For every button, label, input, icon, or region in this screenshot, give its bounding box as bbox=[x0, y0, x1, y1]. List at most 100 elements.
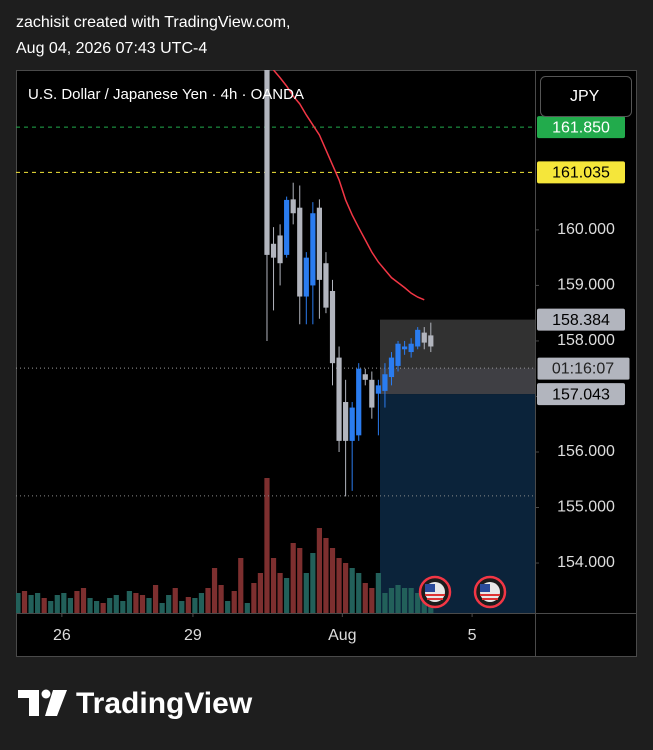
volume-bar bbox=[251, 583, 257, 613]
brand-name: TradingView bbox=[76, 687, 253, 720]
volume-bar bbox=[152, 585, 159, 613]
volume-bar bbox=[225, 601, 231, 613]
volume-bar bbox=[113, 595, 119, 613]
volume-bar bbox=[80, 588, 87, 613]
volume-bar bbox=[290, 543, 296, 613]
header-line: Aug 04, 2026 07:43 UTC-4 bbox=[16, 40, 207, 57]
volume-bar bbox=[375, 573, 381, 613]
brand-logo bbox=[18, 689, 67, 716]
position-mid-zone bbox=[380, 368, 535, 395]
volume-bar bbox=[277, 573, 283, 613]
volume-bar bbox=[218, 585, 224, 613]
volume-bar bbox=[139, 595, 146, 613]
volume-bar bbox=[356, 573, 362, 613]
candle-body bbox=[264, 70, 270, 255]
candle-body bbox=[415, 329, 421, 347]
event-flag[interactable] bbox=[418, 575, 452, 609]
candle-body bbox=[395, 343, 401, 366]
volume-bar bbox=[166, 595, 172, 613]
price-label: 158.384 bbox=[552, 312, 610, 329]
y-tick-label: 158.000 bbox=[557, 332, 615, 349]
currency-button[interactable] bbox=[540, 76, 632, 117]
volume-bar bbox=[61, 593, 67, 613]
volume-bar bbox=[185, 597, 191, 613]
plot-area bbox=[16, 70, 535, 613]
candle-body bbox=[375, 385, 381, 394]
volume-bar bbox=[94, 601, 100, 613]
candle-body bbox=[362, 374, 368, 380]
volume-bar bbox=[100, 603, 106, 613]
candle-body bbox=[369, 379, 375, 408]
volume-bar bbox=[244, 603, 250, 613]
volume-bar bbox=[297, 548, 303, 613]
x-tick-label: 26 bbox=[53, 627, 71, 644]
price-label: 161.035 bbox=[552, 165, 610, 182]
candle-body bbox=[290, 199, 296, 214]
y-tick-label: 154.000 bbox=[557, 554, 615, 571]
header-line: zachisit created with TradingView.com, bbox=[16, 14, 291, 31]
volume-bar bbox=[48, 601, 54, 613]
volume-bar bbox=[362, 583, 368, 613]
candle-body bbox=[428, 335, 434, 347]
volume-bar bbox=[395, 585, 401, 613]
volume-bar bbox=[231, 591, 237, 613]
currency-label[interactable]: JPY bbox=[570, 88, 600, 105]
candle-body bbox=[277, 235, 283, 264]
y-tick-label: 155.000 bbox=[557, 499, 615, 516]
volume-bar bbox=[179, 601, 185, 613]
volume-bar bbox=[264, 478, 270, 613]
volume-bar bbox=[74, 591, 80, 613]
chart-title: U.S. Dollar / Japanese Yen · 4h · OANDA bbox=[28, 86, 304, 103]
candle-body bbox=[284, 199, 290, 255]
volume-bar bbox=[310, 553, 316, 613]
volume-bar bbox=[205, 588, 211, 613]
volume-bar bbox=[238, 558, 244, 613]
volume-bar bbox=[388, 588, 395, 613]
candle-body bbox=[303, 257, 309, 297]
volume-bar bbox=[323, 538, 329, 613]
candle-body bbox=[310, 213, 316, 286]
volume-bar bbox=[120, 601, 126, 613]
price-label-box bbox=[537, 308, 625, 331]
price-label-box bbox=[537, 116, 625, 139]
volume-bar bbox=[369, 588, 375, 613]
x-tick-label: Aug bbox=[328, 627, 356, 644]
volume-bar bbox=[349, 568, 355, 613]
position-stop-zone bbox=[380, 394, 535, 613]
volume-bar bbox=[126, 591, 132, 613]
candle-body bbox=[329, 290, 336, 364]
candle-body bbox=[343, 402, 349, 441]
x-tick-label: 5 bbox=[468, 627, 477, 644]
volume-bar bbox=[270, 558, 277, 613]
volume-bar bbox=[192, 598, 198, 613]
candle-body bbox=[356, 368, 362, 436]
volume-bar bbox=[21, 591, 28, 613]
volume-bar bbox=[107, 598, 113, 613]
event-flag[interactable] bbox=[473, 575, 507, 609]
price-label: 161.850 bbox=[552, 119, 610, 136]
volume-bar bbox=[211, 568, 218, 613]
volume-bar bbox=[343, 563, 349, 613]
candle-body bbox=[382, 374, 388, 391]
volume-bar bbox=[67, 598, 73, 613]
volume-bar bbox=[336, 558, 342, 613]
volume-bar bbox=[257, 573, 264, 613]
candle-body bbox=[270, 243, 277, 258]
y-tick-label: 159.000 bbox=[557, 277, 615, 294]
volume-bar bbox=[159, 603, 165, 613]
candle-body bbox=[297, 207, 303, 297]
y-tick-label: 160.000 bbox=[557, 221, 615, 238]
volume-bar bbox=[16, 593, 21, 613]
volume-bar bbox=[146, 598, 152, 613]
candle-body bbox=[408, 343, 414, 353]
y-tick-label: 156.000 bbox=[557, 443, 615, 460]
volume-bar bbox=[133, 593, 139, 613]
candle-body bbox=[323, 263, 329, 308]
price-label-box bbox=[537, 161, 625, 184]
volume-bar bbox=[284, 578, 290, 613]
position-target-zone bbox=[380, 319, 535, 369]
volume-bar bbox=[408, 588, 414, 613]
candle-body bbox=[401, 346, 408, 350]
volume-bar bbox=[198, 593, 205, 613]
volume-bar bbox=[401, 588, 408, 613]
